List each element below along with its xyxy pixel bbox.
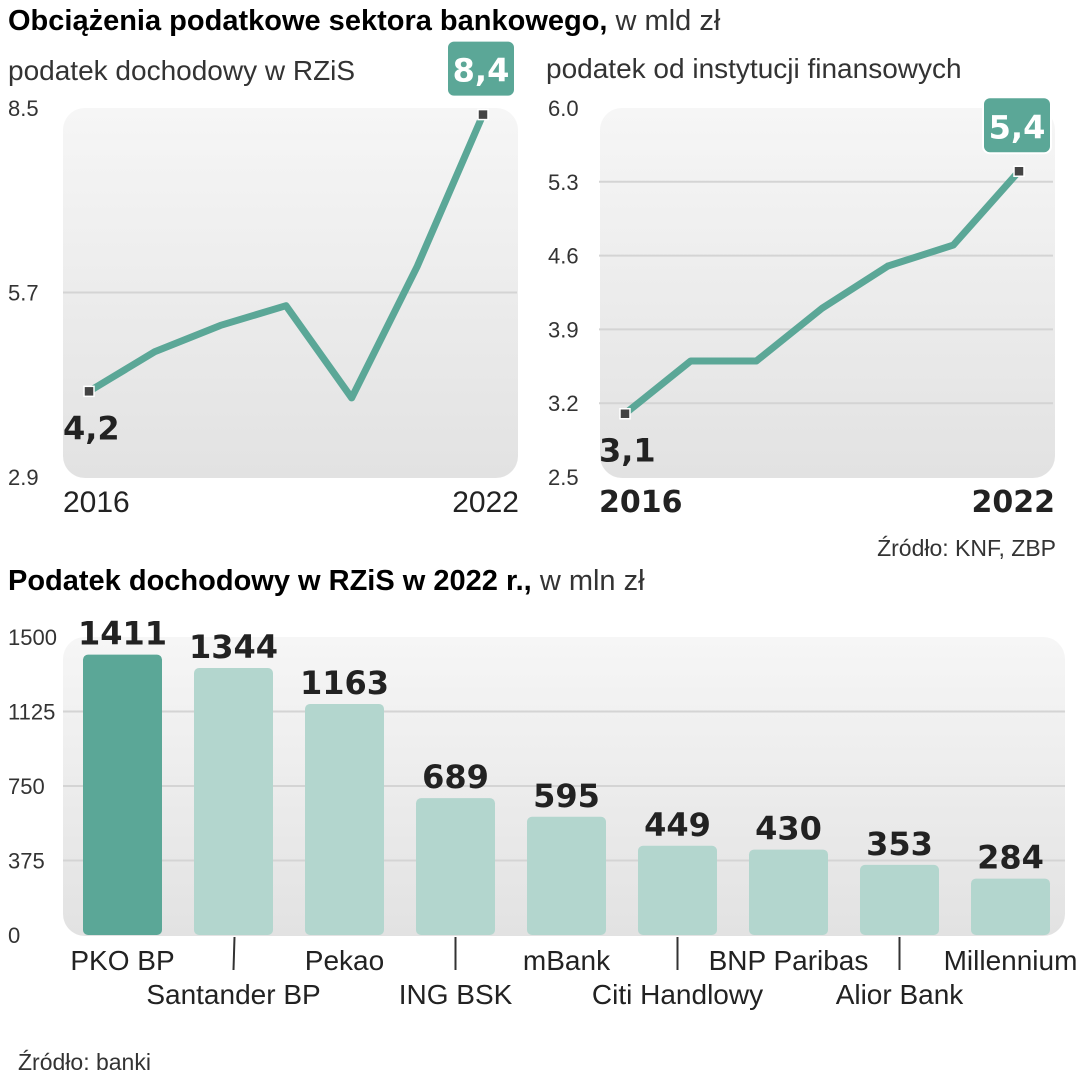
category-label: Pekao bbox=[305, 945, 384, 976]
bar-value-label: 353 bbox=[866, 825, 933, 863]
bar bbox=[527, 816, 606, 935]
y-tick-label: 5.3 bbox=[548, 170, 579, 195]
bar-chart-unit: w mln zł bbox=[539, 565, 645, 597]
bar bbox=[416, 798, 495, 935]
y-tick-label: 3.9 bbox=[548, 317, 579, 342]
x-tick-label: 2016 bbox=[63, 486, 130, 519]
x-tick-label: 2022 bbox=[452, 486, 519, 519]
y-tick-label: 0 bbox=[8, 923, 20, 948]
series-line bbox=[622, 168, 1022, 417]
bar-value-label: 595 bbox=[533, 777, 600, 815]
data-point bbox=[1013, 165, 1025, 178]
category-label: PKO BP bbox=[70, 945, 174, 976]
category-label: Citi Handlowy bbox=[592, 979, 763, 1010]
y-tick-label: 2.9 bbox=[8, 465, 39, 490]
y-tick-label: 5.7 bbox=[8, 281, 39, 306]
end-value-box bbox=[982, 96, 1052, 155]
bar bbox=[638, 845, 717, 935]
bar-value-label: 1411 bbox=[78, 615, 167, 653]
panel-right bbox=[600, 108, 1055, 478]
bar bbox=[971, 878, 1050, 935]
y-tick-label: 1500 bbox=[8, 625, 57, 650]
category-label: Millennium bbox=[944, 945, 1078, 976]
y-tick-label: 6.0 bbox=[548, 96, 579, 121]
bar bbox=[749, 849, 828, 935]
svg-text:Podatek dochodowy w RZiS w 202: Podatek dochodowy w RZiS w 2022 r., w ml… bbox=[8, 565, 645, 597]
source-banki: Źródło: banki bbox=[18, 1049, 151, 1075]
bar-value-label: 1344 bbox=[189, 628, 278, 666]
bar-chart-title: Podatek dochodowy w RZiS w 2022 r., bbox=[8, 565, 532, 597]
y-tick-label: 2.5 bbox=[548, 465, 579, 490]
category-label: mBank bbox=[523, 945, 611, 976]
x-tick-label: 2022 bbox=[972, 485, 1056, 520]
y-tick-label: 3.2 bbox=[548, 391, 579, 416]
y-tick-label: 375 bbox=[8, 849, 45, 874]
y-tick-label: 750 bbox=[8, 774, 45, 799]
x-tick-label: 2016 bbox=[599, 485, 683, 520]
data-point bbox=[619, 407, 631, 420]
bar-value-label: 1163 bbox=[300, 664, 389, 702]
bar bbox=[83, 654, 162, 935]
y-tick-label: 1125 bbox=[8, 700, 55, 725]
bar-value-label: 449 bbox=[644, 806, 711, 844]
bar bbox=[194, 667, 273, 935]
bar-value-label: 284 bbox=[977, 839, 1044, 877]
bar-value-label: 430 bbox=[755, 810, 822, 848]
y-tick-label: 4.6 bbox=[548, 244, 579, 269]
series-line bbox=[87, 113, 487, 402]
y-tick-label: 8.5 bbox=[8, 96, 39, 121]
category-label: BNP Paribas bbox=[709, 945, 869, 976]
end-value-label: 8,4 bbox=[453, 52, 510, 90]
bar-value-label: 689 bbox=[422, 758, 489, 796]
bar bbox=[305, 703, 384, 935]
bar bbox=[860, 864, 939, 935]
svg-text:Obciążenia podatkowe sektora b: Obciążenia podatkowe sektora bankowego, … bbox=[8, 5, 721, 37]
start-value-label: 4,2 bbox=[63, 409, 120, 447]
category-tick bbox=[232, 936, 236, 971]
main-title-unit: w mld zł bbox=[615, 5, 721, 37]
source-knf-zbp: Źródło: KNF, ZBP bbox=[877, 535, 1056, 561]
end-value-label: 5,4 bbox=[989, 108, 1046, 146]
main-title: Obciążenia podatkowe sektora bankowego, bbox=[8, 5, 607, 37]
start-value-label: 3,1 bbox=[599, 432, 656, 470]
end-value-box bbox=[446, 39, 516, 98]
category-label: ING BSK bbox=[399, 979, 513, 1010]
right-chart-title: podatek od instytucji finansowych bbox=[546, 53, 962, 84]
category-label: Santander BP bbox=[146, 979, 320, 1010]
left-chart-title: podatek dochodowy w RZiS bbox=[8, 55, 355, 86]
data-point bbox=[83, 385, 95, 398]
category-label: Alior Bank bbox=[836, 979, 965, 1010]
data-point bbox=[477, 108, 489, 121]
